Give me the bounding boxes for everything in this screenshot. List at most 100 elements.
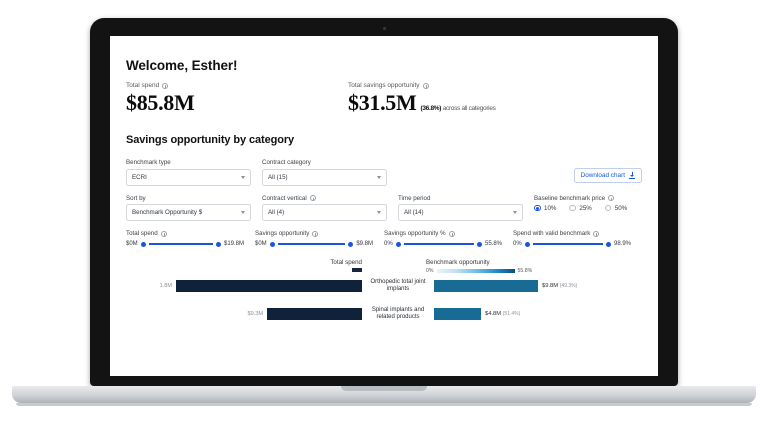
slider-track[interactable] — [277, 243, 346, 245]
info-icon[interactable] — [312, 230, 319, 237]
filter-sort-by-label: Sort by — [126, 194, 146, 202]
laptop-notch — [340, 386, 427, 391]
legend-benchmark-opportunity: Benchmark opportunity 0% 55.8% — [426, 259, 626, 274]
kpi-total-savings-label: Total savings opportunity — [348, 82, 496, 89]
slider-savings-opportunity-label-text: Savings opportunity — [255, 230, 310, 238]
slider-handle-right[interactable] — [215, 241, 221, 247]
slider-handle-left[interactable] — [269, 241, 275, 247]
slider-spend-valid-benchmark-max: 98.9% — [613, 241, 631, 248]
benchmark-bar-1[interactable] — [434, 308, 481, 321]
legend-benchmark-opportunity-label: Benchmark opportunity — [426, 259, 490, 267]
total-spend-bar-0[interactable] — [176, 280, 362, 293]
chart-legend: Total spend Benchmark opportunity 0% 55.… — [126, 259, 642, 275]
benchmark-type-select[interactable]: ECRI — [126, 168, 251, 186]
category-label-1: Spinal implants and related products — [371, 306, 425, 321]
chevron-down-icon — [377, 175, 381, 179]
slider-track[interactable] — [532, 243, 603, 245]
chevron-down-icon — [513, 211, 517, 215]
slider-handle-right[interactable] — [476, 241, 482, 247]
filters-row-2: Sort by Benchmark Opportunity $ Contract… — [126, 195, 642, 222]
download-chart-button[interactable]: Download chart — [573, 168, 642, 184]
download-chart-label: Download chart — [580, 172, 625, 180]
slider-savings-opportunity-control[interactable]: $0M $9.8M — [255, 241, 373, 247]
benchmark-bar-0[interactable] — [434, 280, 538, 293]
contract-vertical-select[interactable]: All (4) — [262, 204, 387, 222]
benchmark-opportunity-cell: $4.8M (51.4%) — [434, 308, 642, 321]
kpi-total-savings-label-text: Total savings opportunity — [348, 82, 420, 89]
filter-time-period: Time period All (14) — [398, 195, 523, 222]
info-icon[interactable] — [309, 195, 316, 202]
info-icon[interactable] — [160, 230, 167, 237]
slider-handle-left[interactable] — [395, 241, 401, 247]
slider-total-spend-label-text: Total spend — [126, 230, 158, 238]
slider-track[interactable] — [148, 243, 213, 245]
slider-savings-opportunity-pct-control[interactable]: 0% 55.8% — [384, 241, 502, 247]
benchmark-value-0: $9.8M (49.3%) — [542, 283, 577, 289]
slider-handle-right[interactable] — [348, 241, 354, 247]
baseline-radio-50-label: 50% — [614, 204, 628, 212]
filter-benchmark-type: Benchmark type ECRI — [126, 159, 251, 186]
scale-gradient — [436, 269, 515, 274]
info-icon[interactable] — [593, 230, 600, 237]
slider-handle-left[interactable] — [140, 241, 146, 247]
slider-savings-opportunity-pct-label: Savings opportunity % — [384, 230, 502, 237]
kpi-total-savings-amount: $31.5M — [348, 90, 417, 115]
info-icon[interactable] — [162, 82, 169, 89]
info-icon[interactable] — [422, 82, 429, 89]
slider-spend-valid-benchmark-control[interactable]: 0% 98.9% — [513, 241, 631, 247]
category-label-0: Orthopedic total joint implants — [370, 278, 426, 293]
laptop-base — [12, 386, 756, 403]
benchmark-amount-1: $4.8M — [485, 311, 502, 318]
chevron-down-icon — [241, 211, 245, 215]
filter-contract-category: Contract category All (15) — [262, 159, 387, 186]
benchmark-value-1: $4.8M (51.4%) — [485, 311, 520, 317]
baseline-radio-25[interactable]: 25% — [569, 204, 592, 212]
slider-total-spend-control[interactable]: $0M $19.8M — [126, 241, 244, 247]
laptop-foot-shadow — [16, 403, 752, 406]
filter-contract-category-label: Contract category — [262, 159, 311, 167]
slider-savings-opportunity-max: $9.8M — [356, 241, 373, 248]
filter-benchmark-type-label: Benchmark type — [126, 159, 171, 167]
slider-track[interactable] — [403, 243, 474, 245]
kpi-total-spend: Total spend $85.8M — [126, 82, 348, 114]
contract-category-value: All (15) — [268, 173, 288, 181]
filter-contract-vertical-label: Contract vertical — [262, 195, 387, 202]
slider-handle-left[interactable] — [524, 241, 530, 247]
slider-spend-valid-benchmark-min: 0% — [513, 241, 522, 248]
benchmark-type-value: ECRI — [132, 173, 147, 181]
filter-time-period-label: Time period — [398, 194, 431, 202]
webcam-icon — [382, 27, 386, 30]
chevron-down-icon — [377, 211, 381, 215]
download-icon — [629, 172, 635, 180]
dashboard-page: Welcome, Esther! Total spend $85.8M Tota… — [110, 36, 658, 325]
kpi-row: Total spend $85.8M Total savings opportu… — [126, 82, 642, 114]
info-icon[interactable] — [608, 195, 615, 202]
contract-vertical-value: All (4) — [268, 209, 285, 217]
time-period-select[interactable]: All (14) — [398, 204, 523, 222]
baseline-radio-25-label: 25% — [579, 204, 592, 212]
slider-spend-valid-benchmark-label: Spend with valid benchmark — [513, 230, 631, 237]
slider-total-spend: Total spend $0M $19.8M — [126, 230, 244, 247]
kpi-total-spend-amount: $85.8M — [126, 90, 195, 115]
kpi-total-spend-label: Total spend — [126, 82, 348, 89]
table-row[interactable]: $9.3M Spinal implants and related produc… — [126, 303, 642, 325]
baseline-radio-10[interactable]: 10% — [534, 205, 556, 212]
slider-handle-right[interactable] — [605, 241, 611, 247]
radio-icon — [569, 204, 576, 212]
info-icon[interactable] — [448, 230, 455, 237]
baseline-benchmark-price-label: Baseline benchmark price — [534, 195, 627, 202]
baseline-label-text: Baseline benchmark price — [534, 194, 606, 202]
welcome-heading: Welcome, Esther! — [126, 58, 238, 73]
slider-savings-opportunity-pct-min: 0% — [384, 241, 393, 248]
table-row[interactable]: 1.8M Orthopedic total joint implants $9.… — [126, 275, 642, 297]
benchmark-color-scale: 0% 55.8% — [426, 268, 626, 274]
contract-category-select[interactable]: All (15) — [262, 168, 387, 186]
sort-by-select[interactable]: Benchmark Opportunity $ — [126, 204, 251, 222]
baseline-radio-50[interactable]: 50% — [604, 204, 628, 212]
kpi-total-savings-value: $31.5M (36.8%) across all categories — [348, 91, 496, 114]
sort-by-value: Benchmark Opportunity $ — [132, 209, 203, 217]
total-spend-value-1: $9.3M — [247, 311, 263, 318]
filters-panel: Download chart Benchmark type ECRI Contr… — [126, 159, 642, 247]
total-spend-bar-1[interactable] — [267, 308, 362, 321]
